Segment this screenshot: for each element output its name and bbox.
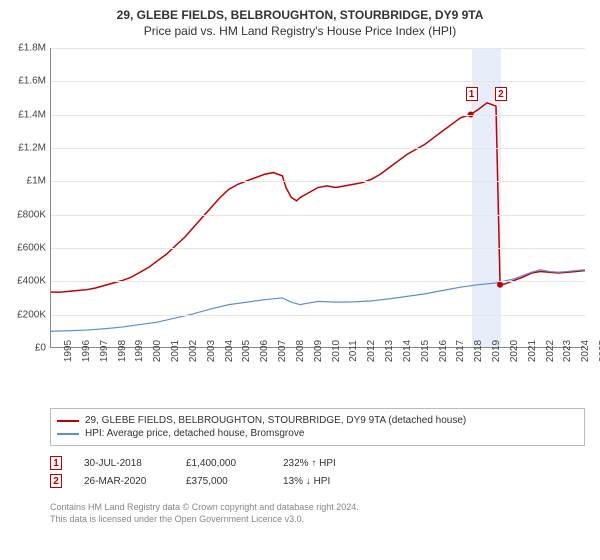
x-tick-label: 2025 — [586, 340, 600, 362]
event-row: 2 26-MAR-2020 £375,000 13% ↓ HPI — [50, 474, 585, 488]
gridline — [51, 215, 585, 216]
y-tick-label: £1M — [27, 176, 46, 187]
event-id-box: 2 — [50, 474, 62, 488]
chart-area: £0 £200K £400K £600K £800K £1M £1.2M £1.4M £1.6M… — [0, 42, 600, 400]
title-line-1: 29, GLEBE FIELDS, BELBROUGHTON, STOURBRI… — [0, 8, 600, 22]
chart-titles: 29, GLEBE FIELDS, BELBROUGHTON, STOURBRI… — [0, 0, 600, 38]
y-tick-label: £800K — [17, 209, 46, 220]
y-tick-label: £1.6M — [18, 76, 46, 87]
gridline — [51, 48, 585, 49]
footer-attribution: Contains HM Land Registry data © Crown c… — [50, 502, 585, 525]
event-table: 1 30-JUL-2018 £1,400,000 232% ↑ HPI 2 26-MAR-… — [50, 452, 585, 492]
gridline — [51, 248, 585, 249]
event-row: 1 30-JUL-2018 £1,400,000 232% ↑ HPI — [50, 456, 585, 470]
y-tick-label: £1.8M — [18, 43, 46, 54]
event-date: 26-MAR-2020 — [84, 476, 164, 487]
series-line — [51, 103, 585, 292]
y-tick-label: £600K — [17, 243, 46, 254]
series-line — [51, 270, 585, 331]
gridline — [51, 315, 585, 316]
legend: 29, GLEBE FIELDS, BELBROUGHTON, STOURBRI… — [50, 408, 585, 446]
footer-line-2: This data is licensed under the Open Gov… — [50, 514, 585, 526]
gridline — [51, 81, 585, 82]
event-date: 30-JUL-2018 — [84, 458, 164, 469]
event-price: £375,000 — [186, 476, 261, 487]
footer-line-1: Contains HM Land Registry data © Crown c… — [50, 502, 585, 514]
event-id-box: 1 — [50, 456, 62, 470]
gridline — [51, 181, 585, 182]
gridline — [51, 115, 585, 116]
event-pct: 13% ↓ HPI — [283, 476, 363, 487]
legend-label: HPI: Average price, detached house, Brom… — [85, 428, 304, 439]
event-dot — [497, 282, 503, 288]
title-line-2: Price paid vs. HM Land Registry's House … — [0, 24, 600, 38]
legend-swatch — [57, 433, 79, 435]
y-tick-label: £0 — [35, 343, 46, 354]
legend-row: HPI: Average price, detached house, Brom… — [57, 428, 578, 439]
gridline — [51, 281, 585, 282]
legend-label: 29, GLEBE FIELDS, BELBROUGHTON, STOURBRI… — [85, 415, 466, 426]
y-tick-label: £400K — [17, 276, 46, 287]
legend-swatch — [57, 420, 79, 422]
event-price: £1,400,000 — [186, 458, 261, 469]
event-marker: 1 — [466, 87, 478, 101]
y-tick-label: £1.4M — [18, 109, 46, 120]
event-pct: 232% ↑ HPI — [283, 458, 363, 469]
y-tick-label: £1.2M — [18, 143, 46, 154]
plot-region: £0£200K£400K£600K£800K£1M£1.2M£1.4M£1.6M… — [50, 48, 585, 348]
y-tick-label: £200K — [17, 309, 46, 320]
event-marker: 2 — [495, 87, 507, 101]
gridline — [51, 148, 585, 149]
legend-row: 29, GLEBE FIELDS, BELBROUGHTON, STOURBRI… — [57, 415, 578, 426]
